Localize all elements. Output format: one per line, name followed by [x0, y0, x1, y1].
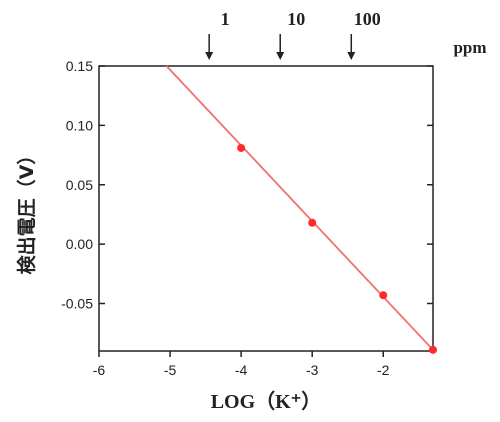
- data-point: [379, 291, 388, 300]
- top-marker-label: 1: [221, 9, 230, 29]
- x-tick-label: -4: [235, 362, 248, 378]
- x-tick-label: -2: [377, 362, 390, 378]
- data-point: [237, 143, 246, 152]
- top-axis-unit: ppm: [453, 38, 486, 57]
- x-axis-title: LOG（K⁺）: [211, 390, 322, 413]
- top-axis: 1 10 100: [205, 9, 381, 60]
- top-marker-label: 100: [354, 9, 381, 29]
- y-tick-label: 0.00: [66, 236, 93, 252]
- top-marker-arrow-head: [205, 52, 214, 60]
- y-axis-title: 検出電圧（V）: [15, 146, 38, 275]
- x-tick-label: -3: [306, 362, 319, 378]
- top-marker-arrow-head: [276, 52, 285, 60]
- y-tick-label: 0.10: [66, 117, 93, 133]
- y-tick-label: 0.05: [66, 177, 93, 193]
- x-tick-label: -6: [93, 362, 106, 378]
- x-tick-label: -5: [164, 362, 177, 378]
- series-layer: [165, 65, 437, 354]
- data-point: [308, 218, 317, 227]
- top-marker-label: 10: [287, 9, 305, 29]
- data-point: [429, 345, 437, 354]
- x-axis: -6 -5 -4 -3 -2: [93, 351, 390, 378]
- plot-frame: [98, 65, 434, 352]
- fit-line: [165, 65, 434, 351]
- y-tick-label: -0.05: [61, 296, 93, 312]
- y-axis: 0.15 0.10 0.05 0.00 -0.05: [61, 58, 433, 312]
- top-marker-arrow-head: [347, 52, 356, 60]
- y-tick-label: 0.15: [66, 58, 93, 74]
